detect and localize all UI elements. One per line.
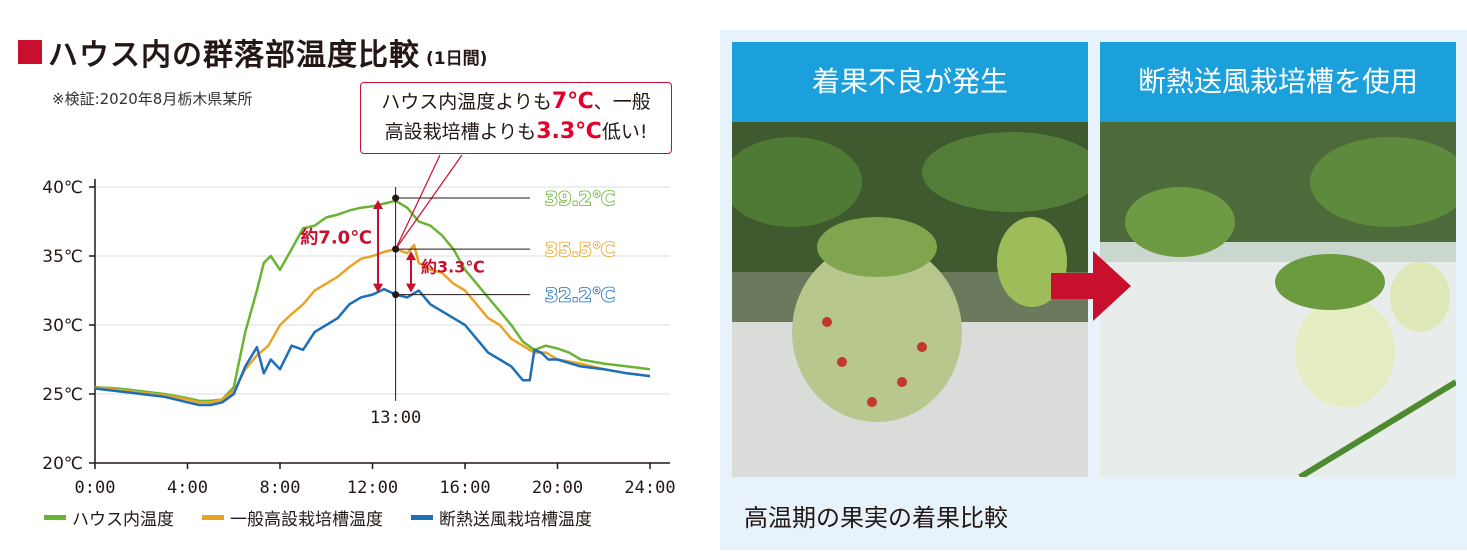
y-tick-label: 25℃ <box>42 385 83 405</box>
photo-header-right: 断熱送風栽培槽を使用 <box>1100 42 1456 122</box>
value-marker <box>392 194 400 202</box>
y-tick-label: 30℃ <box>42 316 83 336</box>
highlight-time-label: 13:00 <box>370 408 421 428</box>
x-tick-label: 24:00 <box>624 478 675 498</box>
strawberry-good-photo <box>1100 122 1467 480</box>
photo-comparison: 着果不良が発生 断熱送風栽培槽を使用 <box>720 30 1467 550</box>
y-tick-label: 35℃ <box>42 247 83 267</box>
legend-label: 一般高設栽培槽温度 <box>230 510 383 530</box>
callout-pointer <box>395 154 463 250</box>
value-label: 39.2℃ <box>545 188 615 210</box>
x-tick-label: 20:00 <box>532 478 583 498</box>
x-tick-label: 8:00 <box>260 478 301 498</box>
photo-panel-right: 断熱送風栽培槽を使用 <box>1100 42 1467 480</box>
legend-item-insulated: 断熱送風栽培槽温度 <box>411 505 592 530</box>
diff-arrow-big-head <box>373 200 383 210</box>
legend-swatch <box>411 515 433 520</box>
legend-item-general: 一般高設栽培槽温度 <box>202 505 383 530</box>
title-main: ハウス内の群落部温度比較 <box>48 38 420 73</box>
diff-arrow-big-head <box>373 283 383 293</box>
callout-text-2a: 高設栽培槽よりも <box>384 121 537 143</box>
photo-panel-left: 着果不良が発生 <box>722 42 1102 477</box>
legend-swatch <box>202 515 224 520</box>
legend-item-house: ハウス内温度 <box>44 505 174 530</box>
callout-text-1c: 、一般 <box>593 91 651 113</box>
value-marker <box>392 291 400 299</box>
callout-text-1a: ハウス内温度よりも <box>381 91 552 113</box>
title-square-icon <box>18 40 42 64</box>
chart-title: ハウス内の群落部温度比較 (1日間) <box>18 30 487 74</box>
x-tick-label: 4:00 <box>167 478 208 498</box>
title-sub: (1日間) <box>426 48 488 69</box>
x-tick-label: 12:00 <box>347 478 398 498</box>
callout-pointer <box>395 154 441 250</box>
callout-text-1b: 7℃ <box>551 89 594 114</box>
diff-arrow-small-head <box>406 251 416 261</box>
photo-caption: 高温期の果実の着果比較 <box>744 504 1008 532</box>
legend-label: ハウス内温度 <box>72 510 174 530</box>
temperature-chart: 20℃ 25℃ 30℃ 35℃ 40℃ 0:00 4:00 8:00 12:00 16:00 20:… <box>42 154 676 498</box>
verification-note: ※検証:2020年8月栃木県某所 <box>52 90 253 108</box>
value-label: 35.5℃ <box>545 239 615 261</box>
legend-swatch <box>44 515 66 520</box>
legend-label: 断熱送風栽培槽温度 <box>439 510 592 530</box>
y-tick-label: 40℃ <box>42 178 83 198</box>
photo-header-left: 着果不良が発生 <box>732 42 1088 122</box>
diff-label-small: 約3.3℃ <box>421 258 485 277</box>
callout-text-2b: 3.3℃ <box>536 119 602 144</box>
callout-box: ハウス内温度よりも7℃、一般 高設栽培槽よりも3.3℃低い! <box>360 82 672 154</box>
x-tick-label: 0:00 <box>75 478 116 498</box>
diff-label-big: 約7.0℃ <box>300 227 372 249</box>
callout-text-2c: 低い! <box>601 121 648 143</box>
series-line-1 <box>94 243 651 404</box>
diff-arrow-small-head <box>406 283 416 293</box>
chart-legend: ハウス内温度 一般高設栽培槽温度 断熱送風栽培槽温度 <box>44 505 592 530</box>
strawberry-bad-photo <box>722 122 1102 477</box>
x-tick-label: 16:00 <box>439 478 490 498</box>
arrow-right-icon <box>1051 251 1131 321</box>
value-label: 32.2℃ <box>545 285 615 307</box>
y-tick-label: 20℃ <box>42 454 83 474</box>
value-marker <box>392 245 400 253</box>
